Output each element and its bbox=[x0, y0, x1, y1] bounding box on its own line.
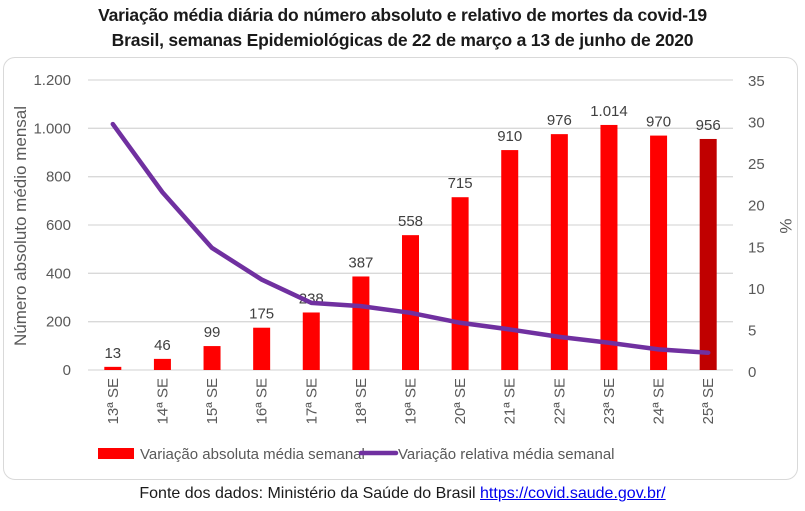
bar-data-label: 99 bbox=[204, 324, 221, 341]
bar bbox=[104, 366, 122, 370]
legend: Variação absoluta média semanal Variação… bbox=[98, 446, 615, 463]
y-tick-label: 200 bbox=[46, 314, 71, 331]
line-series bbox=[110, 121, 711, 355]
x-tick-label: 16ª SE bbox=[254, 378, 271, 424]
x-tick-label: 24ª SE bbox=[651, 378, 668, 424]
bar-series bbox=[104, 124, 717, 370]
y-tick-label: 600 bbox=[46, 217, 71, 234]
bar bbox=[650, 135, 668, 370]
y2-tick-label: 15 bbox=[748, 239, 765, 256]
x-axis-ticks: 13ª SE 14ª SE 15ª SE 16ª SE 17ª SE 18ª SE 19ª … bbox=[105, 378, 717, 424]
bar bbox=[699, 138, 717, 370]
bar bbox=[153, 358, 171, 370]
y2-tick-label: 30 bbox=[748, 115, 765, 132]
chart-title-line-1: Variação média diária do número absoluto… bbox=[98, 5, 707, 25]
y-tick-label: 0 bbox=[63, 362, 71, 379]
x-tick-label: 18ª SE bbox=[353, 378, 370, 424]
chart-frame bbox=[3, 57, 798, 480]
y-tick-label: 1.200 bbox=[33, 72, 71, 89]
legend-line-label: Variação relativa média semanal bbox=[398, 446, 615, 463]
x-tick-label: 23ª SE bbox=[601, 378, 618, 424]
bar-data-label: 558 bbox=[398, 213, 423, 230]
x-tick-label: 25ª SE bbox=[700, 378, 717, 424]
legend-bar-label: Variação absoluta média semanal bbox=[140, 446, 365, 463]
bar-data-label: 715 bbox=[448, 175, 473, 192]
source-text: Fonte dos dados: Ministério da Saúde do … bbox=[139, 485, 476, 502]
right-axis-ticks: 0 5 10 15 20 25 30 35 bbox=[748, 73, 765, 381]
bar bbox=[352, 276, 370, 370]
x-tick-label: 15ª SE bbox=[204, 378, 221, 424]
y2-axis-title: % bbox=[776, 218, 795, 233]
bar bbox=[451, 197, 469, 370]
bar bbox=[302, 312, 320, 370]
y2-tick-label: 25 bbox=[748, 156, 765, 173]
bar bbox=[550, 134, 568, 370]
y-tick-label: 400 bbox=[46, 265, 71, 282]
y2-tick-label: 35 bbox=[748, 73, 765, 90]
bar bbox=[253, 327, 271, 370]
bar-data-label: 46 bbox=[154, 337, 171, 354]
left-axis-ticks: 0 200 400 600 800 1.000 1.200 bbox=[33, 72, 71, 379]
bar bbox=[203, 346, 221, 370]
x-tick-label: 17ª SE bbox=[303, 378, 320, 424]
source-link[interactable]: https://covid.saude.gov.br/ bbox=[480, 485, 666, 502]
bar-data-label: 175 bbox=[249, 306, 274, 323]
bar bbox=[501, 150, 519, 370]
y-tick-label: 1.000 bbox=[33, 120, 71, 137]
y2-tick-label: 0 bbox=[748, 364, 756, 381]
bar-data-label: 387 bbox=[348, 254, 373, 271]
x-tick-label: 13ª SE bbox=[105, 378, 122, 424]
bar-data-label: 1.014 bbox=[590, 103, 628, 120]
x-tick-label: 22ª SE bbox=[551, 378, 568, 424]
x-tick-label: 21ª SE bbox=[502, 378, 519, 424]
bar-data-label: 910 bbox=[497, 128, 522, 145]
y-axis-title: Número absoluto médio mensal bbox=[11, 106, 30, 346]
chart-title-line-2: Brasil, semanas Epidemiológicas de 22 de… bbox=[111, 30, 694, 50]
bar bbox=[600, 124, 618, 370]
bar-data-label: 956 bbox=[696, 117, 721, 134]
y2-tick-label: 20 bbox=[748, 198, 765, 215]
bar-data-label: 13 bbox=[104, 345, 121, 362]
y2-tick-label: 10 bbox=[748, 281, 765, 298]
x-tick-label: 20ª SE bbox=[452, 378, 469, 424]
bar-data-label: 970 bbox=[646, 114, 671, 131]
x-tick-label: 14ª SE bbox=[154, 378, 171, 424]
source-footer: Fonte dos dados: Ministério da Saúde do … bbox=[0, 485, 805, 503]
y2-tick-label: 5 bbox=[748, 322, 756, 339]
y-tick-label: 800 bbox=[46, 169, 71, 186]
bar bbox=[402, 235, 419, 370]
legend-bar-swatch bbox=[98, 448, 134, 459]
bar-data-label: 976 bbox=[547, 112, 572, 129]
x-tick-label: 19ª SE bbox=[403, 378, 420, 424]
